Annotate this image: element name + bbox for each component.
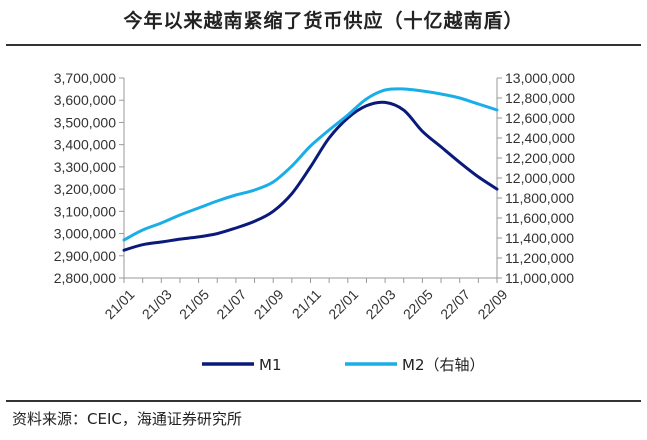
right-tick-label: 12,400,000 — [505, 130, 575, 146]
legend: M1 M2（右轴） — [202, 356, 485, 374]
right-tick-label: 11,800,000 — [505, 190, 574, 206]
legend-label-m2: M2（右轴） — [402, 356, 485, 374]
left-tick-label: 2,800,000 — [54, 270, 116, 286]
source-rule — [6, 400, 641, 402]
left-tick-label: 3,400,000 — [54, 137, 116, 153]
right-tick-label: 12,200,000 — [505, 150, 575, 166]
left-tick-label: 3,700,000 — [54, 70, 116, 86]
legend-label-m1: M1 — [259, 356, 282, 374]
right-tick-label: 13,000,000 — [505, 70, 575, 86]
x-tick-label: 21/03 — [139, 286, 175, 322]
left-tick-label: 3,500,000 — [54, 114, 116, 130]
x-tick-label: 22/09 — [474, 286, 510, 322]
x-tick-label: 21/09 — [251, 286, 287, 322]
right-tick-label: 11,200,000 — [505, 250, 574, 266]
left-tick-label: 3,000,000 — [54, 226, 116, 242]
left-tick-label: 3,100,000 — [54, 203, 116, 219]
right-tick-label: 12,000,000 — [505, 170, 575, 186]
x-tick-label: 22/03 — [362, 286, 398, 322]
x-tick-label: 22/05 — [400, 286, 436, 322]
x-tick-label: 22/07 — [437, 286, 473, 322]
right-tick-label: 12,600,000 — [505, 110, 575, 126]
page-title: 今年以来越南紧缩了货币供应（十亿越南盾） — [123, 10, 524, 32]
left-tick-label: 3,200,000 — [54, 181, 116, 197]
x-tick-label: 21/05 — [176, 286, 212, 322]
left-tick-label: 2,900,000 — [54, 248, 116, 264]
series-line-m2 — [122, 87, 499, 242]
axes: 2,800,000 2,900,000 3,000,000 3,100,000 3,20… — [54, 70, 576, 322]
m1-m2-line-chart: 2,800,000 2,900,000 3,000,000 3,100,000 3,20… — [54, 70, 576, 374]
title-rule — [6, 44, 641, 46]
right-tick-label: 12,800,000 — [505, 90, 575, 106]
x-tick-label: 21/11 — [289, 286, 325, 322]
left-tick-label: 3,600,000 — [54, 92, 116, 108]
source-note: 资料来源：CEIC，海通证券研究所 — [12, 410, 242, 428]
left-tick-label: 3,300,000 — [54, 159, 116, 175]
series-line-m1 — [122, 100, 499, 252]
series-layer — [122, 87, 499, 252]
x-tick-label: 21/01 — [101, 286, 137, 322]
right-tick-label: 11,400,000 — [505, 230, 574, 246]
x-tick-label: 22/01 — [325, 286, 361, 322]
right-tick-label: 11,600,000 — [505, 210, 574, 226]
x-tick-label: 21/07 — [213, 286, 249, 322]
right-tick-label: 11,000,000 — [505, 270, 574, 286]
